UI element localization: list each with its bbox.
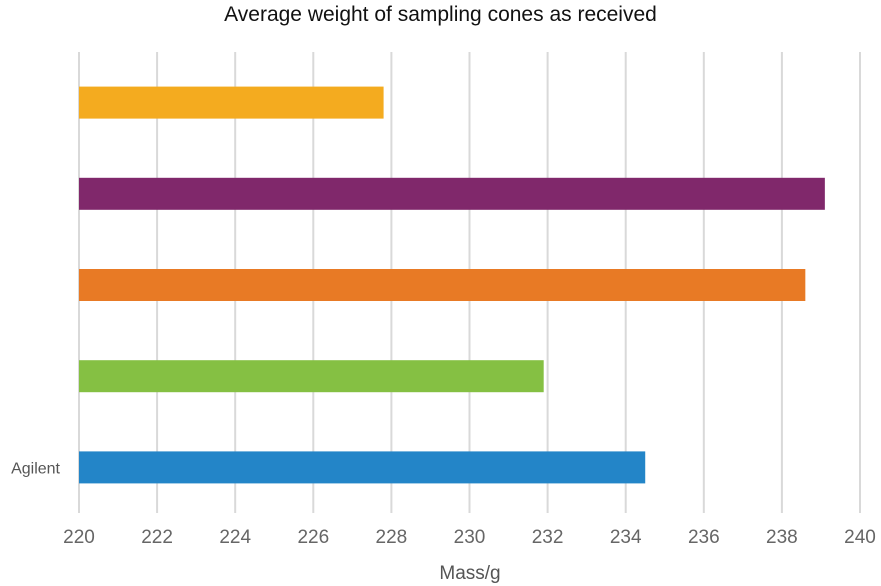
x-tick-label: 220 (63, 527, 95, 548)
category-label: Agilent (11, 460, 60, 477)
bar (79, 360, 544, 393)
x-tick-label: 224 (219, 527, 251, 548)
category-labels: Agilent (11, 460, 60, 477)
bar (79, 177, 825, 210)
bar (79, 451, 646, 484)
bars (79, 86, 825, 484)
x-axis-label: Mass/g (439, 563, 500, 584)
x-tick-label: 222 (141, 527, 173, 548)
chart-title: Average weight of sampling cones as rece… (224, 3, 657, 26)
x-tick-label: 240 (844, 527, 876, 548)
bar (79, 86, 384, 119)
x-tick-labels: 220 222 224 226 228 230 232 234 236 238 240 (63, 527, 876, 548)
x-tick-label: 228 (376, 527, 408, 548)
x-tick-label: 226 (297, 527, 329, 548)
x-tick-label: 234 (610, 527, 642, 548)
x-tick-label: 236 (688, 527, 720, 548)
x-tick-label: 232 (532, 527, 564, 548)
bar (79, 269, 806, 301)
x-tick-label: 238 (766, 527, 798, 548)
x-tick-label: 230 (454, 527, 486, 548)
